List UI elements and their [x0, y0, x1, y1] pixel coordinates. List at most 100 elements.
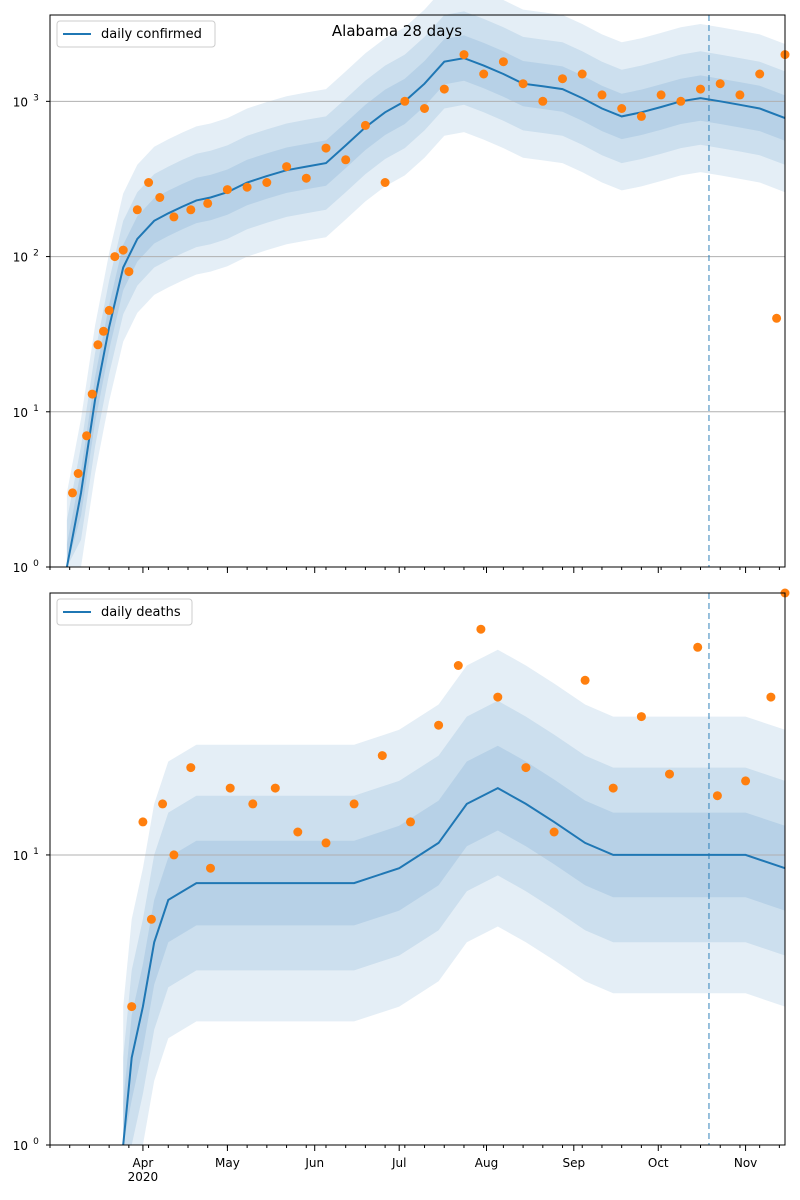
x-tick-label: Oct: [648, 1156, 669, 1170]
data-point: [476, 624, 486, 634]
data-point: [538, 96, 548, 106]
legend-label-deaths: daily deaths: [101, 605, 181, 620]
confidence-band: [123, 700, 785, 1145]
data-point: [144, 178, 154, 187]
data-point: [242, 182, 252, 192]
confidence-bands-deaths: [123, 649, 785, 1145]
legend-deaths: daily deaths: [56, 598, 193, 626]
y-tick-exponent: 2: [33, 249, 39, 259]
data-point: [341, 155, 351, 165]
data-point: [406, 817, 415, 827]
data-point: [636, 111, 646, 121]
data-point: [479, 69, 489, 79]
data-point: [104, 305, 114, 315]
data-point: [93, 340, 103, 350]
y-tick-label: 10: [13, 561, 28, 575]
x-tick-label: Jun: [304, 1156, 324, 1170]
data-point: [282, 162, 292, 172]
data-point: [656, 90, 666, 100]
y-tick-label: 10: [13, 406, 28, 420]
data-point: [127, 1002, 137, 1012]
y-tick-exponent: 1: [33, 847, 39, 857]
data-point: [321, 838, 331, 848]
legend-label-confirmed: daily confirmed: [101, 27, 202, 42]
data-point: [439, 84, 449, 94]
y-tick-exponent: 0: [33, 1137, 39, 1147]
data-point: [169, 212, 179, 222]
data-point: [110, 252, 120, 262]
data-point: [206, 863, 215, 873]
data-point: [321, 143, 331, 153]
x-tick-label: Apr: [133, 1156, 154, 1170]
data-point: [459, 50, 469, 60]
x-tick-label: Jul: [391, 1156, 406, 1170]
data-point: [521, 763, 531, 773]
data-point: [715, 79, 725, 89]
confidence-band: [66, 35, 785, 567]
series-line-daily-deaths: [122, 786, 786, 1146]
data-point: [87, 389, 97, 399]
data-point: [453, 661, 463, 670]
data-point: [248, 799, 258, 809]
data-point: [696, 84, 705, 94]
data-point: [73, 469, 83, 478]
data-point: [558, 74, 567, 84]
data-point: [400, 96, 410, 106]
scatter-points-confirmed: [68, 50, 790, 498]
data-point: [549, 827, 559, 837]
confidence-band: [66, 11, 785, 567]
x-tick-label: May: [215, 1156, 240, 1170]
data-point: [82, 431, 92, 441]
data-point: [186, 205, 196, 215]
data-point: [772, 313, 782, 323]
gridlines-confirmed: [50, 100, 785, 413]
data-point: [138, 817, 148, 827]
data-point: [301, 173, 311, 183]
data-point: [158, 799, 168, 809]
data-point: [665, 769, 674, 779]
data-point: [434, 720, 444, 730]
legend-confirmed: daily confirmed: [56, 20, 216, 48]
confidence-band: [123, 649, 785, 1145]
data-point: [186, 763, 196, 773]
data-point: [124, 267, 134, 277]
data-point: [735, 90, 745, 100]
data-point: [68, 488, 77, 498]
data-point: [498, 57, 508, 67]
data-point: [518, 79, 528, 89]
x-tick-label: 2020: [128, 1170, 159, 1184]
data-point: [270, 783, 280, 793]
y-ticks-top: 10 0 10 1 10 2 10 3: [13, 93, 50, 575]
data-point: [493, 692, 503, 702]
data-point: [118, 245, 128, 255]
y-ticks-bottom: 10 0 10 1: [13, 847, 50, 1153]
data-point: [169, 850, 179, 860]
chart-panel-confirmed: 10 0 10 1 10 2 10 3 Alabama 28 days daily confi…: [13, 0, 790, 575]
data-point: [608, 783, 618, 793]
data-point: [766, 692, 776, 702]
data-point: [262, 178, 272, 187]
y-tick-exponent: 1: [33, 404, 39, 414]
data-point: [377, 751, 387, 761]
confidence-band: [123, 745, 785, 1145]
y-tick-label: 10: [13, 1139, 28, 1153]
x-tick-label: Aug: [475, 1156, 498, 1170]
data-point: [577, 69, 587, 79]
data-point: [617, 104, 627, 113]
axes-frame-top: [49, 14, 786, 568]
data-point: [712, 791, 722, 801]
y-tick-exponent: 3: [33, 93, 39, 103]
data-point: [132, 205, 142, 215]
x-ticks-top: [49, 567, 780, 573]
data-point: [755, 69, 765, 79]
data-point: [741, 776, 751, 786]
data-point: [293, 827, 303, 837]
data-point: [597, 90, 607, 100]
data-point: [203, 198, 213, 208]
data-point: [676, 96, 686, 106]
data-point: [380, 178, 390, 187]
data-point: [580, 675, 590, 685]
